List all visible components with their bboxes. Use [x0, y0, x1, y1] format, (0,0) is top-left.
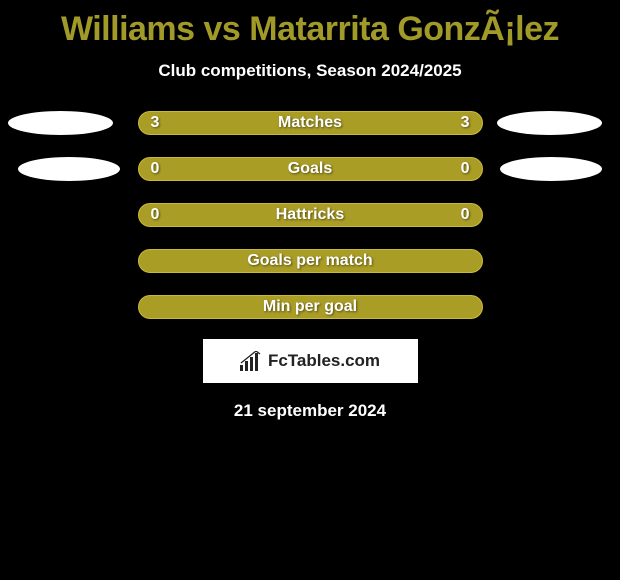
stat-bar: 0 Goals 0	[138, 157, 483, 181]
stat-bar: Goals per match	[138, 249, 483, 273]
stat-label: Matches	[139, 114, 482, 132]
stat-label: Goals	[139, 160, 482, 178]
branding-text: FcTables.com	[268, 351, 380, 371]
stats-rows: 3 Matches 3 0 Goals 0 0 Hattricks 0	[0, 111, 620, 319]
page-title: Williams vs Matarrita GonzÃ¡lez	[61, 10, 559, 49]
stat-row-matches: 3 Matches 3	[0, 111, 620, 135]
stat-label: Hattricks	[139, 206, 482, 224]
stat-row-hattricks: 0 Hattricks 0	[0, 203, 620, 227]
subtitle: Club competitions, Season 2024/2025	[158, 61, 461, 81]
stat-value-right: 0	[461, 206, 470, 224]
stat-value-right: 3	[461, 114, 470, 132]
stat-row-min-per-goal: Min per goal	[0, 295, 620, 319]
date-text: 21 september 2024	[234, 401, 386, 421]
stat-bar: Min per goal	[138, 295, 483, 319]
stat-row-goals-per-match: Goals per match	[0, 249, 620, 273]
comparison-widget: Williams vs Matarrita GonzÃ¡lez Club com…	[0, 0, 620, 580]
stat-row-goals: 0 Goals 0	[0, 157, 620, 181]
chart-icon	[240, 351, 264, 371]
branding-badge[interactable]: FcTables.com	[203, 339, 418, 383]
team-logo-left	[8, 111, 113, 135]
team-logo-left	[18, 157, 120, 181]
stat-bar: 3 Matches 3	[138, 111, 483, 135]
stat-bar: 0 Hattricks 0	[138, 203, 483, 227]
team-logo-right	[497, 111, 602, 135]
stat-label: Min per goal	[139, 298, 482, 316]
team-logo-right	[500, 157, 602, 181]
stat-label: Goals per match	[139, 252, 482, 270]
stat-value-right: 0	[461, 160, 470, 178]
